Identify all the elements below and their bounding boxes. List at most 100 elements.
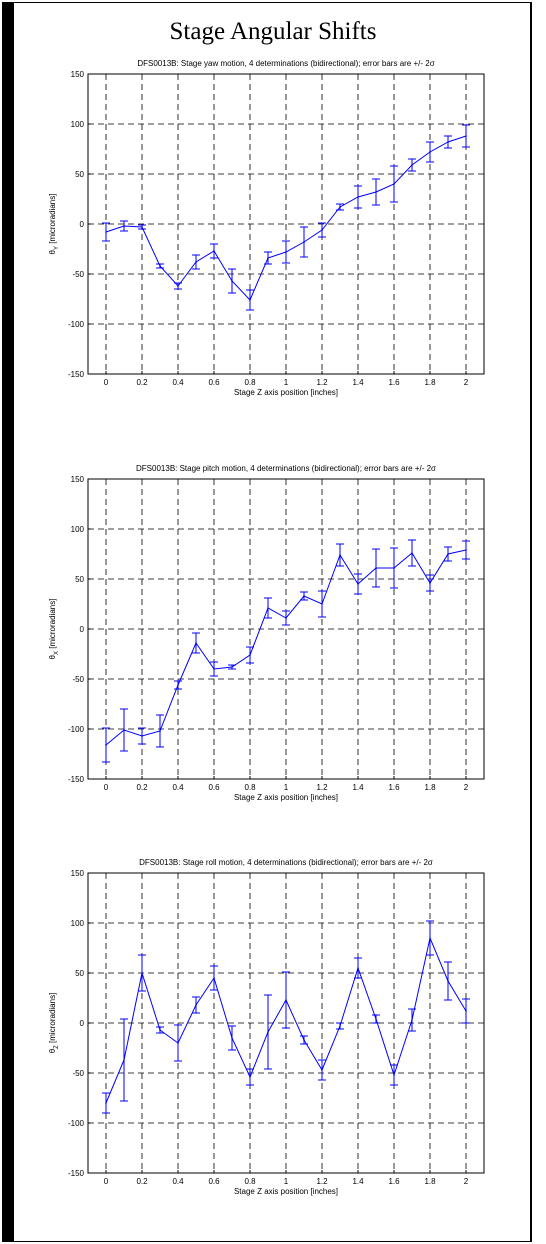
data-point: [357, 196, 359, 198]
y-tick-label: -150: [68, 370, 85, 379]
y-tick-label: 50: [75, 969, 84, 978]
data-point: [141, 735, 143, 737]
x-tick-label: 2: [464, 378, 469, 387]
chart-title: DFS0013B: Stage roll motion, 4 determina…: [139, 858, 433, 867]
data-point: [285, 251, 287, 253]
data-point: [393, 183, 395, 185]
data-point: [375, 1018, 377, 1020]
x-tick-label: 1.4: [352, 378, 364, 387]
roll-chart: DFS0013B: Stage roll motion, 4 determina…: [48, 858, 485, 1196]
x-tick-label: 1.2: [316, 378, 328, 387]
y-tick-label: -50: [72, 270, 84, 279]
y-tick-label: 50: [75, 170, 84, 179]
data-point: [231, 666, 233, 668]
data-point: [141, 972, 143, 974]
data-point: [411, 164, 413, 166]
data-point: [429, 582, 431, 584]
data-point: [195, 642, 197, 644]
x-tick-label: 0.6: [208, 378, 220, 387]
y-tick-label: 100: [71, 525, 85, 534]
x-axis-label: Stage Z axis position [inches]: [234, 793, 338, 802]
x-tick-label: 1.2: [316, 783, 328, 792]
data-point: [123, 729, 125, 731]
data-point: [159, 1029, 161, 1031]
x-tick-label: 1.8: [424, 1177, 436, 1186]
y-axis-label: θZ [microradians]: [48, 993, 60, 1054]
chart-title: DFS0013B: Stage yaw motion, 4 determinat…: [137, 59, 434, 68]
x-tick-label: 0: [104, 378, 109, 387]
y-axis-label-symbol: θ: [48, 249, 57, 254]
y-tick-label: -150: [68, 1169, 85, 1178]
data-point: [177, 1042, 179, 1044]
data-point: [393, 1074, 395, 1076]
data-point: [249, 299, 251, 301]
data-point: [123, 1059, 125, 1061]
x-tick-label: 0.2: [136, 783, 148, 792]
data-point: [303, 595, 305, 597]
data-point: [321, 229, 323, 231]
data-point: [357, 967, 359, 969]
y-axis-label-subscript: Z: [54, 1045, 60, 1049]
x-tick-label: 1.2: [316, 1177, 328, 1186]
data-point: [429, 151, 431, 153]
data-point: [267, 607, 269, 609]
data-point: [375, 191, 377, 193]
data-point: [321, 1069, 323, 1071]
y-axis-label: θY [microradians]: [48, 194, 60, 255]
y-tick-label: 0: [80, 625, 85, 634]
data-point: [249, 654, 251, 656]
x-tick-label: 1.8: [424, 378, 436, 387]
data-point: [105, 231, 107, 233]
y-tick-label: 0: [80, 1019, 85, 1028]
y-axis-label-unit: [microradians]: [48, 993, 57, 1045]
x-tick-label: 0: [104, 783, 109, 792]
x-tick-label: 0.4: [172, 1177, 184, 1186]
data-point: [249, 1076, 251, 1078]
x-tick-label: 0.4: [172, 378, 184, 387]
data-point: [159, 730, 161, 732]
y-tick-label: 100: [71, 120, 85, 129]
data-point: [393, 567, 395, 569]
data-point: [213, 668, 215, 670]
y-tick-label: 100: [71, 919, 85, 928]
pitch-chart: DFS0013B: Stage pitch motion, 4 determin…: [48, 464, 485, 802]
x-tick-label: 1.4: [352, 1177, 364, 1186]
y-tick-label: 150: [71, 475, 85, 484]
y-axis-label-unit: [microradians]: [48, 599, 57, 651]
data-point: [105, 744, 107, 746]
data-point: [231, 280, 233, 282]
data-point: [159, 265, 161, 267]
x-tick-label: 0.8: [244, 378, 256, 387]
data-point: [195, 261, 197, 263]
data-point: [411, 1019, 413, 1021]
x-tick-label: 0.6: [208, 1177, 220, 1186]
data-point: [411, 552, 413, 554]
page-title: Stage Angular Shifts: [169, 18, 377, 45]
data-point: [285, 617, 287, 619]
y-axis-label: θX [microradians]: [48, 599, 60, 660]
data-point: [231, 1037, 233, 1039]
y-tick-label: -100: [68, 320, 85, 329]
data-point: [321, 603, 323, 605]
data-point: [267, 1031, 269, 1033]
x-tick-label: 0.6: [208, 783, 220, 792]
y-axis-label-unit: [microradians]: [48, 194, 57, 246]
x-axis-label: Stage Z axis position [inches]: [234, 388, 338, 397]
x-tick-label: 1: [284, 378, 289, 387]
data-point: [213, 250, 215, 252]
data-point: [303, 1039, 305, 1041]
data-point: [177, 285, 179, 287]
y-tick-label: -50: [72, 1069, 84, 1078]
y-axis-label-subscript: Y: [54, 246, 60, 250]
x-tick-label: 0.2: [136, 1177, 148, 1186]
data-point: [339, 1025, 341, 1027]
data-point: [375, 567, 377, 569]
x-tick-label: 0.8: [244, 783, 256, 792]
x-tick-label: 1.8: [424, 783, 436, 792]
chart-title: DFS0013B: Stage pitch motion, 4 determin…: [136, 464, 436, 473]
y-tick-label: 50: [75, 575, 84, 584]
data-point: [285, 999, 287, 1001]
data-point: [177, 684, 179, 686]
data-point: [465, 1010, 467, 1012]
y-tick-label: 150: [71, 70, 85, 79]
